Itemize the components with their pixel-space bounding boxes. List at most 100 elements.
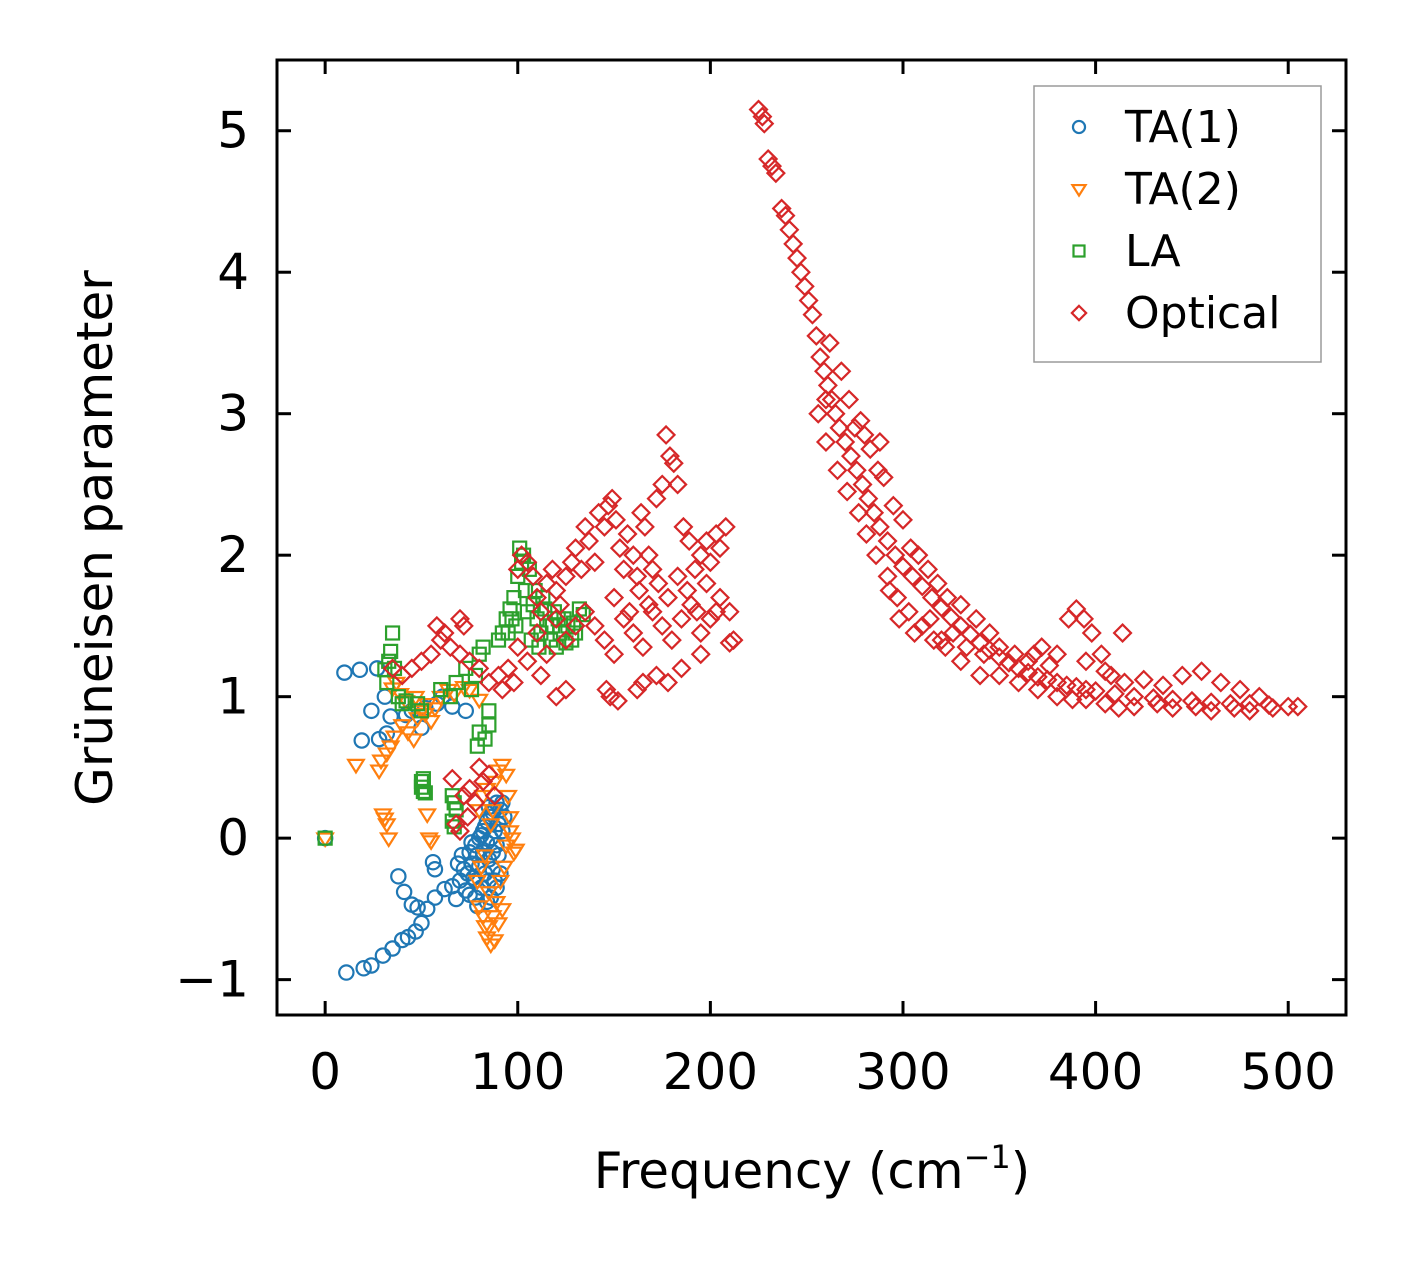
data-point bbox=[817, 375, 838, 396]
data-point bbox=[950, 651, 971, 672]
data-point bbox=[613, 608, 634, 629]
data-point bbox=[623, 622, 644, 644]
data-point bbox=[575, 601, 596, 622]
data-point bbox=[684, 559, 705, 580]
data-point bbox=[421, 835, 441, 851]
data-point bbox=[371, 754, 391, 771]
x-tick-label: 100 bbox=[470, 1043, 565, 1101]
data-point bbox=[690, 622, 711, 644]
data-point bbox=[856, 523, 877, 544]
y-tick-label: 2 bbox=[217, 526, 249, 584]
data-point bbox=[931, 630, 952, 651]
data-point bbox=[469, 693, 490, 710]
data-point bbox=[417, 785, 433, 801]
data-point bbox=[1095, 661, 1116, 682]
data-point bbox=[530, 601, 551, 622]
data-point bbox=[989, 637, 1010, 658]
data-point bbox=[667, 566, 688, 587]
legend-marker bbox=[1072, 244, 1086, 258]
data-point bbox=[584, 615, 605, 636]
data-point bbox=[956, 637, 977, 658]
data-point bbox=[902, 566, 923, 587]
data-point bbox=[889, 608, 910, 629]
data-point bbox=[517, 651, 538, 672]
data-point bbox=[604, 587, 625, 608]
data-point bbox=[536, 573, 557, 594]
data-point bbox=[919, 608, 940, 629]
y-tick-label: 5 bbox=[217, 102, 249, 160]
y-tick-label: −1 bbox=[175, 951, 249, 1009]
data-point bbox=[602, 488, 623, 509]
data-point bbox=[1074, 608, 1095, 629]
data-point bbox=[966, 608, 987, 629]
data-point bbox=[426, 861, 444, 878]
data-point bbox=[646, 665, 667, 686]
axes-frame bbox=[275, 58, 1348, 1017]
data-point bbox=[596, 679, 617, 700]
data-point bbox=[943, 622, 964, 644]
data-point bbox=[546, 608, 567, 629]
data-point bbox=[384, 625, 401, 641]
data-point bbox=[542, 559, 563, 580]
data-point bbox=[839, 389, 860, 410]
data-point bbox=[469, 757, 490, 778]
x-tick-label: 400 bbox=[1048, 1043, 1143, 1101]
data-point bbox=[696, 573, 717, 594]
data-point bbox=[1262, 697, 1283, 718]
data-point bbox=[1008, 672, 1029, 693]
data-point bbox=[473, 771, 494, 792]
data-point bbox=[471, 724, 487, 740]
data-point bbox=[1249, 686, 1270, 707]
data-point bbox=[837, 481, 858, 502]
data-point bbox=[448, 674, 464, 691]
data-point bbox=[488, 836, 505, 854]
data-point bbox=[1018, 651, 1039, 672]
data-point bbox=[1114, 672, 1135, 693]
data-point bbox=[827, 460, 848, 481]
data-point bbox=[656, 424, 677, 445]
data-point bbox=[430, 630, 451, 651]
data-point bbox=[594, 630, 615, 651]
y-tick-labels: −1 0 1 2 3 4 5 bbox=[175, 102, 249, 1009]
data-point bbox=[979, 622, 1000, 644]
data-point bbox=[415, 783, 431, 800]
data-point bbox=[488, 665, 509, 686]
data-point bbox=[481, 818, 501, 834]
data-point bbox=[1062, 689, 1083, 710]
y-tick-label: 0 bbox=[217, 809, 249, 867]
legend-label: TA(1) bbox=[1124, 102, 1241, 153]
data-point bbox=[424, 853, 442, 871]
data-point bbox=[548, 639, 564, 655]
data-point bbox=[426, 889, 444, 906]
data-point bbox=[421, 644, 442, 665]
data-point bbox=[918, 559, 939, 580]
data-point bbox=[555, 679, 576, 700]
data-point bbox=[403, 733, 424, 749]
data-point bbox=[762, 156, 783, 177]
x-axis-title-superscript: −1 bbox=[964, 1138, 1011, 1176]
data-point bbox=[1075, 689, 1096, 710]
data-point bbox=[706, 523, 727, 544]
data-point bbox=[382, 708, 399, 725]
data-point bbox=[908, 545, 929, 566]
data-point bbox=[502, 601, 518, 617]
data-point bbox=[503, 672, 524, 693]
data-point bbox=[765, 163, 786, 184]
data-point bbox=[659, 446, 680, 467]
data-point bbox=[663, 453, 684, 474]
data-point bbox=[492, 758, 513, 775]
data-point bbox=[690, 644, 711, 665]
data-point bbox=[1027, 679, 1048, 700]
data-point bbox=[604, 644, 625, 665]
data-point bbox=[478, 672, 499, 693]
data-point bbox=[798, 290, 819, 311]
data-point bbox=[646, 488, 667, 509]
data-point bbox=[748, 99, 769, 120]
data-point bbox=[1004, 644, 1025, 665]
data-point bbox=[567, 625, 584, 641]
legend-label: TA(2) bbox=[1124, 164, 1241, 215]
data-point bbox=[710, 538, 731, 559]
data-point bbox=[496, 839, 516, 856]
data-point bbox=[1023, 644, 1044, 665]
data-point bbox=[523, 566, 544, 587]
